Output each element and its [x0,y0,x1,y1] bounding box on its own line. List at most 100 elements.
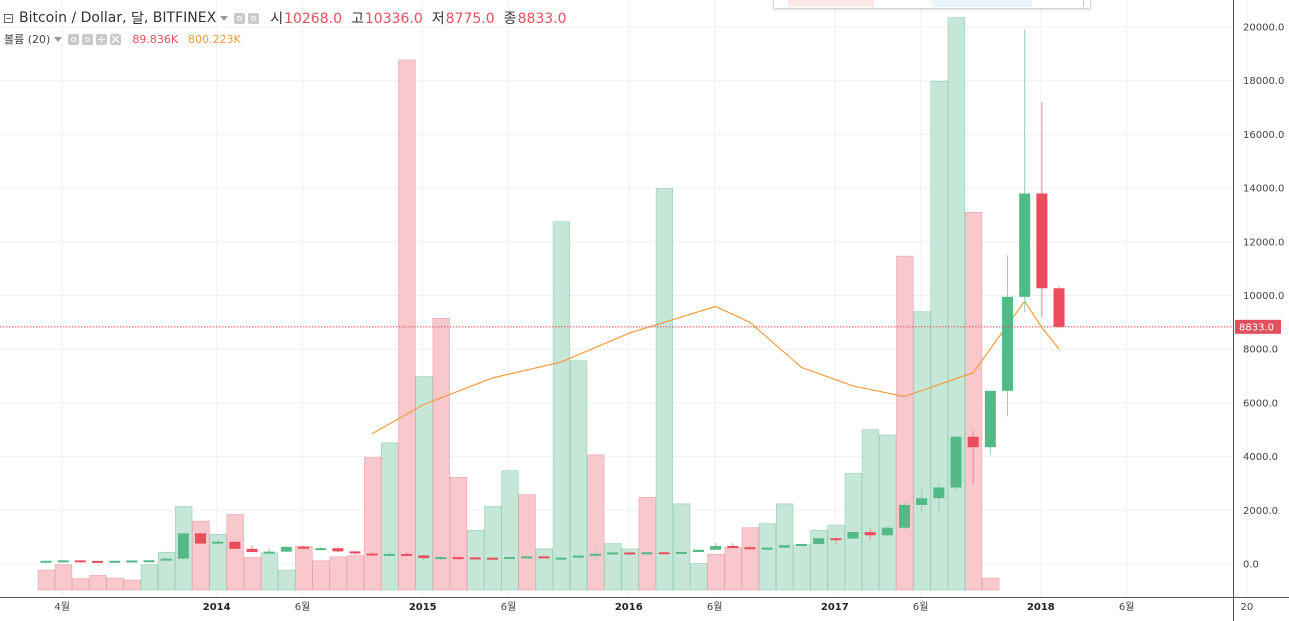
volume-bar [896,255,914,591]
candle-body [349,551,361,554]
volume-bar [879,434,897,591]
volume-bar [363,457,382,591]
volume-bar [964,212,983,591]
x-tick-label: 2017 [821,602,849,613]
candle-body [418,555,430,559]
x-tick-label: 6월 [295,601,311,613]
candle [778,544,790,548]
candle-body [143,560,155,563]
candle-body [109,560,121,563]
plus-icon[interactable] [96,33,108,45]
separator-comma-2: , [143,10,153,26]
volume-bar [89,575,107,591]
candle [538,556,550,559]
candle [967,430,979,485]
y-tick-label: 20000.0 [1243,23,1284,34]
popup-icon[interactable] [1044,0,1054,7]
candle [401,552,413,556]
candle [572,555,584,558]
x-tick-label: 2018 [1027,602,1055,613]
candle-body [452,557,464,560]
candle-body [315,548,327,551]
interval-label[interactable]: 달 [131,11,144,27]
candle [933,482,945,512]
candle [1002,255,1014,417]
eye-icon[interactable] [68,33,80,45]
candle [813,538,825,545]
chevron-down-icon[interactable] [54,36,63,42]
settings-icon[interactable] [248,12,260,24]
symbol-name[interactable]: Bitcoin / Dollar [19,10,123,26]
volume-bar [587,454,605,591]
candle-body [847,532,859,539]
volume-bar [466,530,485,591]
settings-icon[interactable] [82,33,94,45]
candle [607,551,619,555]
candle [109,560,121,563]
volume-bar [518,494,536,591]
close-value: 종8833.0 [503,11,567,27]
volume-bar [552,221,571,591]
chevron-down-icon[interactable] [220,15,229,21]
candle [435,556,447,560]
eye-icon[interactable] [234,12,246,24]
volume-bar [278,569,296,591]
candle [1019,29,1031,312]
x-tick-label: 6월 [501,601,517,613]
volume-bar [54,564,73,591]
x-tick-label: 6월 [707,601,723,613]
candle-body [40,560,52,563]
candle [830,537,842,544]
y-tick-label: 4000.0 [1243,452,1278,463]
last-price-badge [1235,319,1281,334]
toolbar-popup[interactable] [773,0,1091,9]
candle-body [1002,296,1014,391]
close-icon[interactable] [110,33,122,45]
candle [143,559,155,563]
collapse-icon[interactable] [4,13,13,23]
volume-bar [638,496,656,591]
candle [280,546,292,553]
candle-body [607,552,619,555]
y-tick-label: 2000.0 [1243,506,1278,517]
ohlc-values: 시10268.0 고10336.0 저8775.0 종8833.0 [270,8,566,28]
candle [195,532,207,544]
volume-ma-value: 800.223K [188,32,241,46]
volume-bar [37,569,55,591]
candle [452,555,464,560]
y-tick-label: 10000.0 [1243,291,1284,302]
candle [658,552,670,555]
x-tick-label: 2014 [203,602,231,613]
volume-bar [432,318,450,591]
volume-label[interactable]: 볼륨 (20) [4,33,51,46]
last-price-line: 8833.0 [0,319,1281,334]
candle-body [624,552,636,555]
y-tick-label: 6000.0 [1243,398,1278,409]
candle-body [761,547,773,550]
symbol-header: Bitcoin / Dollar , 달 , BITFINEX 시10268.0… [4,7,567,29]
candle-body [57,560,69,563]
candle-body [383,553,395,556]
candles [40,29,1065,563]
candle [229,541,241,550]
separator-comma: , [122,10,131,26]
candle-body [984,390,996,448]
candle-body [332,548,344,552]
candle [418,555,430,560]
candle-body [263,551,275,554]
candle-body [641,552,653,555]
candle [263,548,275,554]
candle-body [92,560,104,563]
candle [864,527,876,540]
volume-bar [123,579,141,591]
volume-bar [312,560,330,591]
exchange-label: BITFINEX [152,10,217,26]
candle-body [1036,193,1048,289]
volume-bar [827,524,845,591]
volume-bar [535,548,553,591]
candle [383,551,395,556]
candle-body [538,556,550,559]
candle [744,547,756,550]
